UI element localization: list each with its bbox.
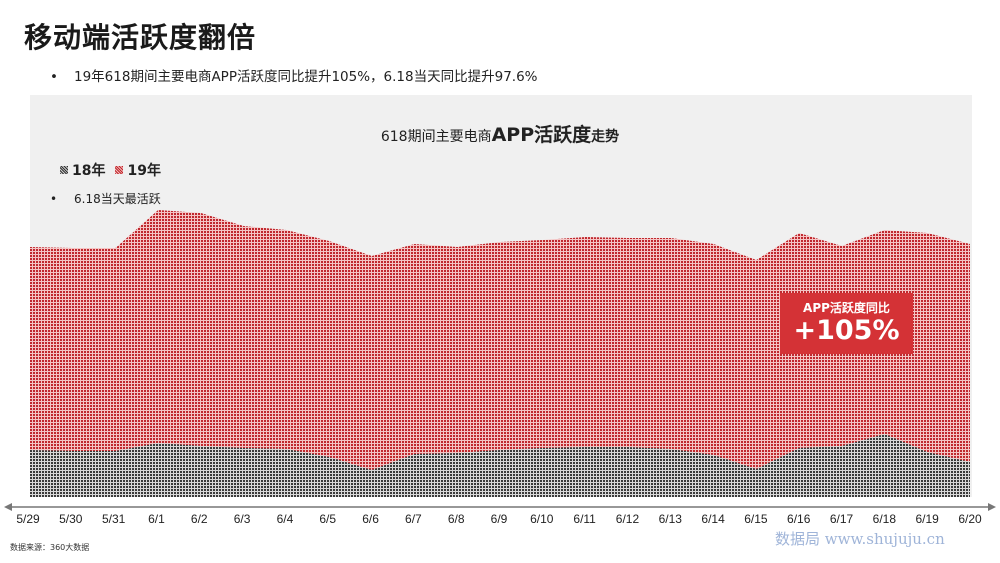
x-tick-label: 6/2 xyxy=(191,512,208,526)
yoy-callout: APP活跃度同比 +105% xyxy=(780,293,913,354)
x-tick-label: 6/3 xyxy=(234,512,251,526)
x-tick-label: 6/15 xyxy=(744,512,768,526)
subtitle-text: 19年618期间主要电商APP活跃度同比提升105%，6.18当天同比提升97.… xyxy=(74,69,538,85)
x-axis xyxy=(4,503,996,511)
callout-value: +105% xyxy=(793,315,900,346)
chart-title-suffix: 走势 xyxy=(591,129,620,145)
legend-label-18: 18年 xyxy=(72,163,106,179)
legend-item-19: 19年 xyxy=(115,160,161,180)
x-tick-label: 5/29 xyxy=(16,512,40,526)
chart-title: 618期间主要电商APP活跃度走势 xyxy=(0,120,1000,147)
subtitle-bullet: • xyxy=(50,69,58,85)
legend-label-19: 19年 xyxy=(127,163,161,179)
x-tick-label: 6/17 xyxy=(830,512,854,526)
callout-label: APP活跃度同比 xyxy=(803,301,890,315)
watermark: 数据局 www.shujuju.cn xyxy=(775,530,945,548)
x-tick-label: 6/11 xyxy=(573,512,596,526)
x-tick-label: 5/30 xyxy=(59,512,83,526)
x-tick-label: 6/7 xyxy=(405,512,422,526)
x-tick-label: 6/1 xyxy=(148,512,165,526)
note-text: 6.18当天最活跃 xyxy=(74,192,161,206)
data-source: 数据来源：360大数据 xyxy=(10,543,90,552)
x-axis-arrow-right xyxy=(988,503,996,511)
legend-swatch-18 xyxy=(60,166,68,174)
series-area-19 xyxy=(30,210,970,470)
x-tick-label: 6/13 xyxy=(659,512,683,526)
x-tick-label: 6/20 xyxy=(958,512,982,526)
page-title: 移动端活跃度翻倍 xyxy=(24,21,257,54)
chart-note: • 6.18当天最活跃 xyxy=(50,190,161,207)
x-tick-label: 6/16 xyxy=(787,512,811,526)
x-tick-labels: 5/29 5/30 5/31 6/1 6/2 6/3 6/4 6/5 6/6 6/7 6/8 6/9 6… xyxy=(16,512,982,526)
chart-areas xyxy=(30,210,970,497)
x-tick-label: 5/31 xyxy=(102,512,126,526)
x-tick-label: 6/14 xyxy=(701,512,725,526)
note-bullet: • xyxy=(50,192,58,206)
x-tick-label: 6/18 xyxy=(873,512,897,526)
x-axis-arrow-left xyxy=(4,503,12,511)
series-area-18 xyxy=(30,434,970,497)
legend-swatch-19 xyxy=(115,166,124,174)
subtitle: • 19年618期间主要电商APP活跃度同比提升105%，6.18当天同比提升97… xyxy=(50,65,538,85)
x-tick-label: 6/19 xyxy=(916,512,940,526)
chart-legend: 18年 19年 xyxy=(60,160,161,180)
legend-item-18: 18年 xyxy=(60,160,105,180)
x-tick-label: 6/5 xyxy=(319,512,336,526)
x-tick-label: 6/12 xyxy=(616,512,640,526)
chart-title-prefix: 618期间主要电商 xyxy=(380,129,492,145)
chart-title-main: APP活跃度 xyxy=(491,124,592,146)
x-tick-label: 6/6 xyxy=(362,512,379,526)
x-tick-label: 6/9 xyxy=(491,512,508,526)
x-tick-label: 6/4 xyxy=(277,512,294,526)
x-tick-label: 6/10 xyxy=(530,512,554,526)
x-tick-label: 6/8 xyxy=(448,512,465,526)
